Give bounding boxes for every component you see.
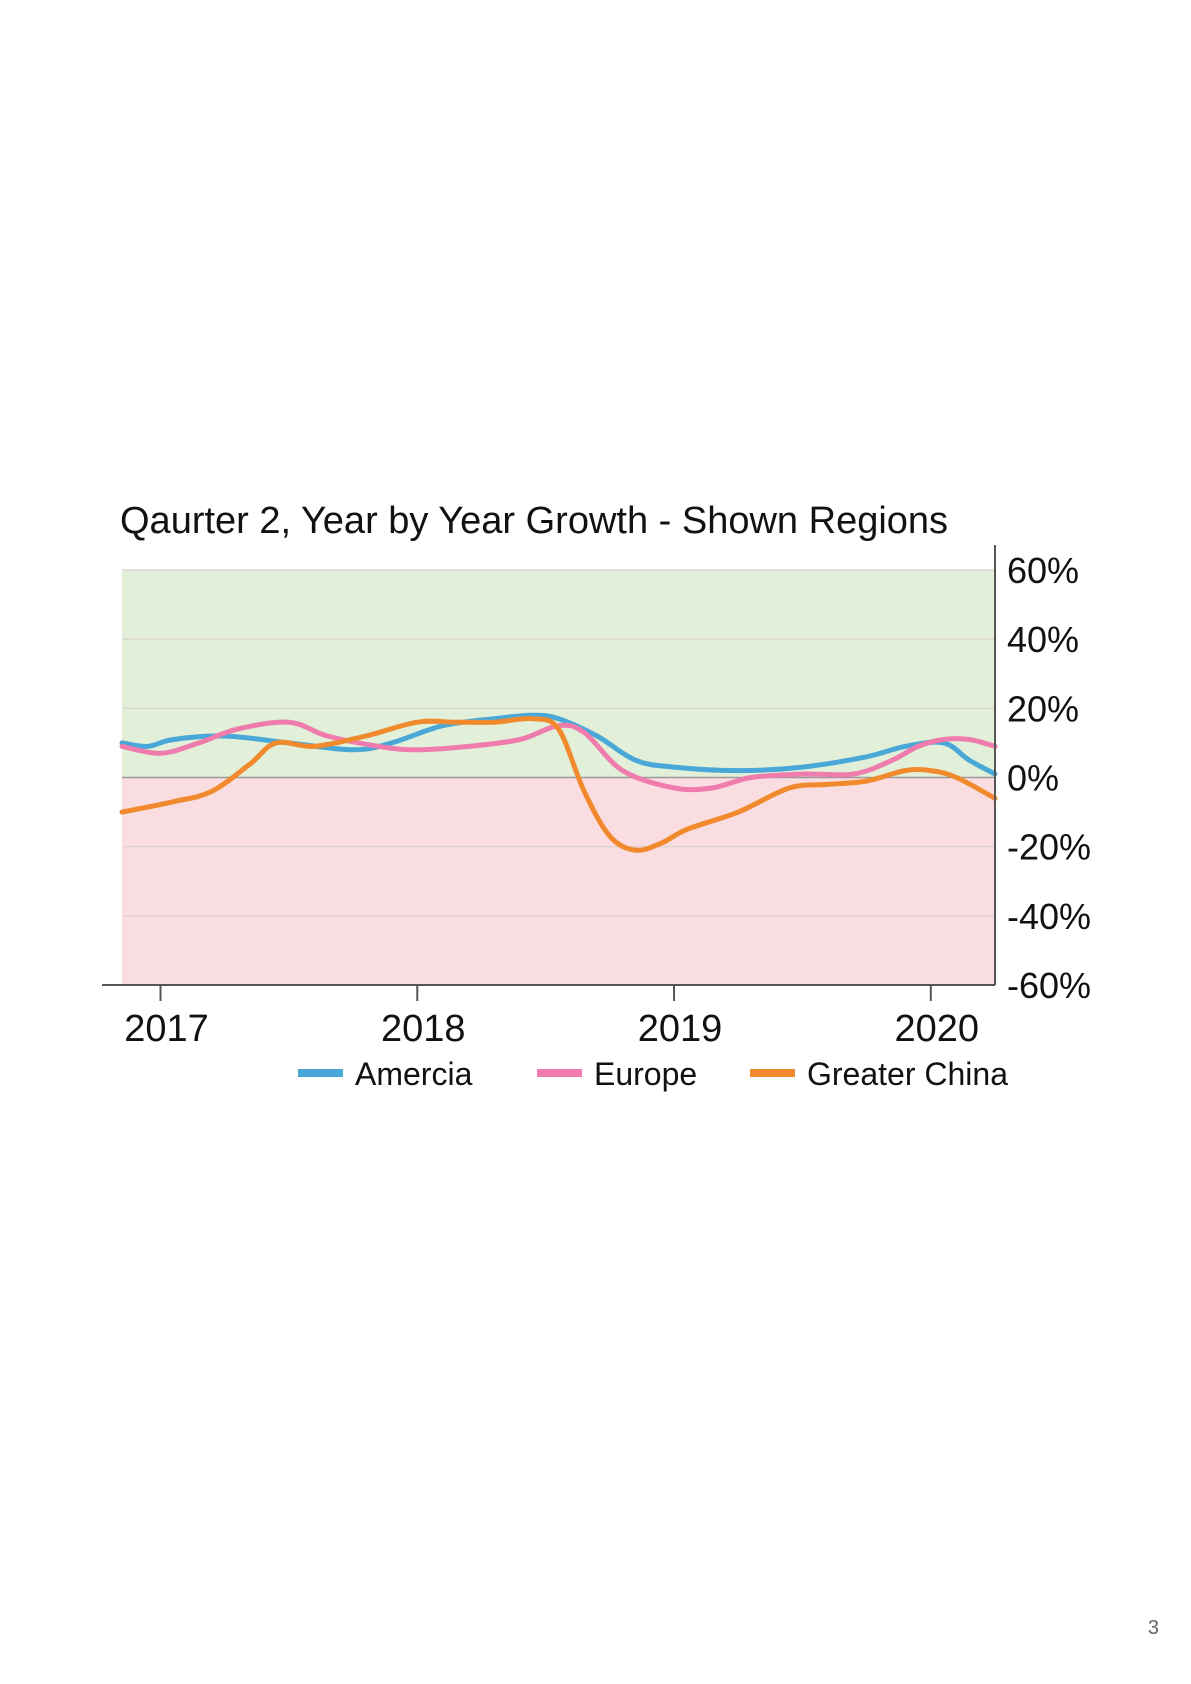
legend-swatch-greater-china [750, 1069, 795, 1077]
band-positive [122, 570, 995, 778]
legend-swatch-europe [537, 1069, 582, 1077]
y-tick-label: -40% [1007, 896, 1091, 937]
x-tick-label: 2019 [638, 1008, 723, 1050]
gridlines [122, 569, 995, 917]
axes: 60% 40% 20% 0% -20% -40% -60% 2017 2018 2019 2020 [102, 545, 1091, 1050]
legend: Amercia Europe Greater China [298, 1056, 1008, 1092]
legend-label-greater-china: Greater China [807, 1056, 1008, 1092]
legend-swatch-amercia [298, 1069, 343, 1077]
y-tick-label: 40% [1007, 619, 1079, 660]
x-tick-label: 2020 [895, 1008, 980, 1050]
series-lines [119, 712, 998, 853]
page-number: 3 [1147, 1617, 1159, 1639]
y-tick-label: -60% [1007, 965, 1091, 1006]
legend-label-europe: Europe [594, 1056, 697, 1092]
series-line-greater-china [119, 716, 998, 853]
band-negative [122, 777, 995, 985]
y-tick-label: 20% [1007, 688, 1079, 729]
series-line-europe [119, 719, 998, 793]
chart-title: Qaurter 2, Year by Year Growth - Shown R… [120, 500, 949, 542]
background-bands [122, 570, 995, 985]
x-tick-label: 2018 [381, 1008, 466, 1050]
x-tick-label: 2017 [124, 1008, 209, 1050]
y-tick-label: -20% [1007, 827, 1091, 868]
y-tick-label: 0% [1007, 758, 1059, 799]
y-tick-label: 60% [1007, 550, 1079, 591]
legend-label-amercia: Amercia [355, 1056, 473, 1092]
series-line-amercia [119, 712, 998, 777]
